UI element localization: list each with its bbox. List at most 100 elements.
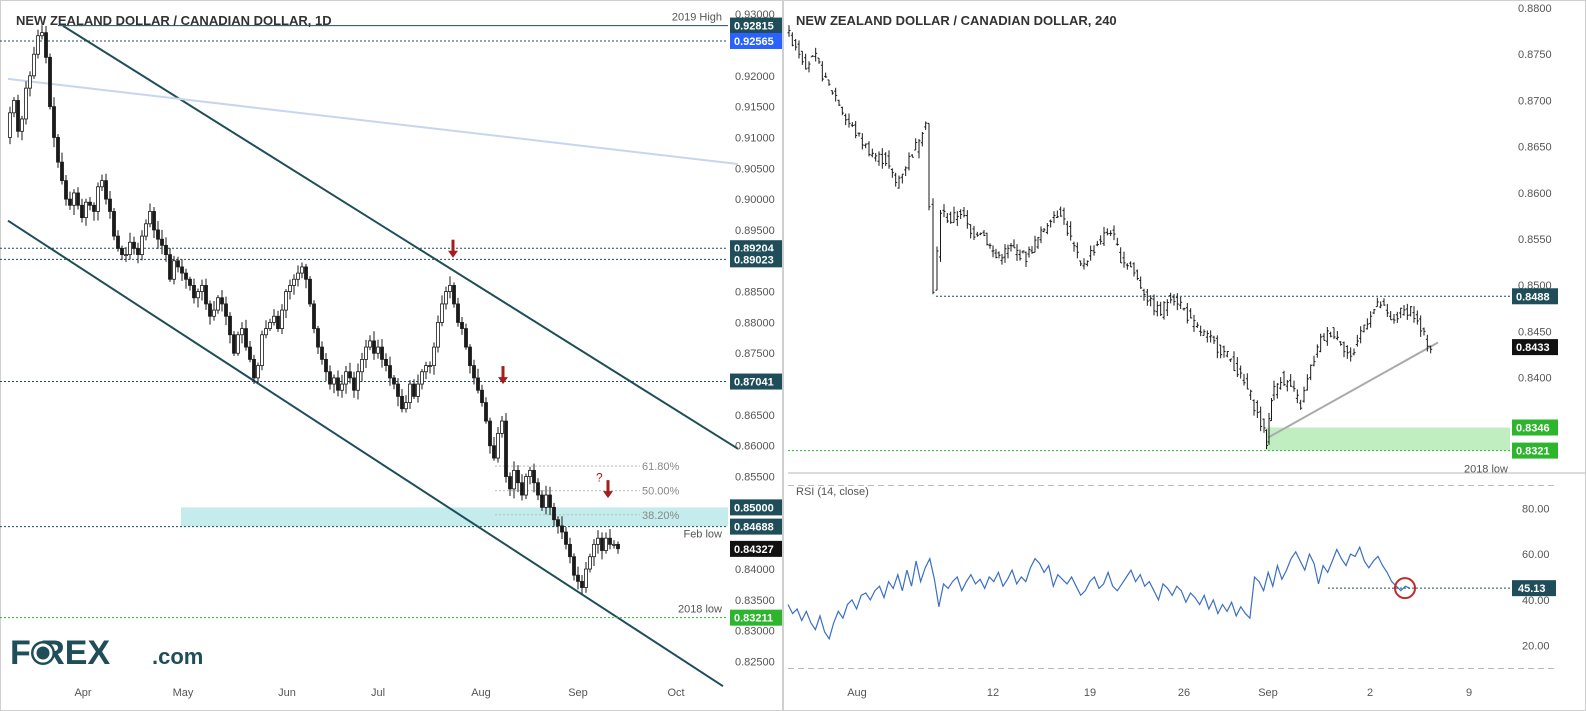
- candle: [508, 476, 512, 490]
- price-tag: [730, 32, 782, 49]
- x-tick-label: Jun: [278, 687, 296, 699]
- candle: [364, 346, 368, 360]
- x-tick-label: 19: [1084, 687, 1096, 699]
- logo-suffix: .com: [152, 644, 203, 669]
- candle: [292, 278, 296, 286]
- x-tick-label: Sep: [568, 687, 588, 699]
- x-tick-label: 9: [1466, 687, 1472, 699]
- candle: [28, 75, 32, 89]
- candle: [296, 272, 300, 280]
- candle: [160, 238, 164, 246]
- candle: [420, 371, 424, 385]
- rsi-panel[interactable]: RSI (14, close) 80.00 60.00 40.00 20.00 45.13: [787, 484, 1558, 670]
- candle: [48, 56, 52, 108]
- candle: [568, 543, 572, 558]
- candle: [596, 537, 600, 545]
- candle: [220, 297, 224, 305]
- candle: [396, 383, 400, 397]
- x-tick-label: Aug: [847, 687, 867, 699]
- rsi-title: RSI (14, close): [796, 486, 869, 498]
- candle: [476, 377, 480, 391]
- red-arrow-head: [498, 377, 508, 385]
- candle: [516, 469, 520, 484]
- candle: [284, 291, 288, 311]
- candle: [332, 377, 336, 385]
- candle: [16, 100, 20, 132]
- candle: [452, 285, 456, 305]
- candle: [276, 315, 280, 329]
- candle: [320, 346, 324, 360]
- y-tick-label: 0.82500: [735, 657, 775, 669]
- y-tick-label: 60.00: [1522, 549, 1550, 561]
- x-tick-label: Sep: [1258, 687, 1278, 699]
- candle: [304, 266, 308, 280]
- candle: [384, 359, 388, 366]
- y-tick-label: 0.8400: [1518, 373, 1552, 385]
- candle: [8, 112, 12, 138]
- candle: [216, 297, 220, 311]
- candle: [408, 383, 412, 403]
- 4h-chart-panel[interactable]: NEW ZEALAND DOLLAR / CANADIAN DOLLAR, 24…: [787, 3, 1586, 699]
- price-tag: [730, 499, 782, 516]
- candle: [224, 303, 228, 317]
- candle: [72, 192, 76, 206]
- candle: [440, 303, 444, 323]
- candle: [536, 482, 540, 496]
- price-tag-label: 0.89023: [734, 254, 774, 266]
- candle: [524, 476, 528, 496]
- chart-title: NEW ZEALAND DOLLAR / CANADIAN DOLLAR, 24…: [796, 13, 1117, 28]
- candle: [504, 420, 508, 477]
- candle: [392, 377, 396, 385]
- candle: [592, 543, 596, 558]
- candle: [480, 389, 484, 403]
- price-tag-label: 0.87041: [734, 377, 774, 389]
- price-tag-label: 0.84327: [734, 544, 774, 556]
- y-tick-label: 80.00: [1522, 503, 1550, 515]
- candle: [368, 340, 372, 348]
- green-zone: [1266, 427, 1510, 451]
- candle: [468, 346, 472, 366]
- candle: [164, 244, 168, 256]
- x-tick-label: Apr: [74, 687, 91, 699]
- price-tag-label: 0.83211: [734, 613, 773, 625]
- price-tag: [730, 609, 782, 626]
- candle: [32, 53, 36, 77]
- candle: [500, 420, 504, 434]
- price-tag: [730, 17, 782, 34]
- candle: [200, 285, 204, 292]
- x-tick-label: 26: [1178, 687, 1190, 699]
- candle: [580, 580, 584, 588]
- candle: [380, 346, 384, 360]
- candle: [300, 266, 304, 274]
- candle: [264, 328, 268, 336]
- candle: [340, 383, 344, 391]
- daily-chart-panel[interactable]: NEW ZEALAND DOLLAR / CANADIAN DOLLAR, 1D…: [0, 9, 782, 699]
- candle: [76, 192, 80, 206]
- level-note: 2019 High: [672, 12, 722, 24]
- candle: [156, 229, 160, 240]
- candle: [240, 328, 244, 336]
- candle: [460, 322, 464, 329]
- x-tick-label: May: [173, 687, 194, 699]
- candle: [388, 365, 392, 379]
- candle: [600, 537, 604, 551]
- candle: [436, 322, 440, 348]
- candle: [64, 180, 68, 200]
- candle: [244, 328, 248, 348]
- y-tick-label: 0.86000: [735, 441, 775, 453]
- price-tag: [730, 540, 782, 557]
- candle: [68, 198, 72, 206]
- price-tag-label: 0.8433: [1516, 342, 1550, 354]
- price-tag: [1512, 419, 1558, 436]
- rsi-value-label: 45.13: [1518, 583, 1546, 595]
- y-tick-label: 0.8800: [1518, 3, 1552, 15]
- candle: [228, 315, 232, 336]
- candle: [204, 285, 208, 305]
- rsi-line: [787, 545, 1411, 641]
- y-tick-label: 0.88500: [735, 287, 775, 299]
- candle: [548, 494, 552, 508]
- y-tick-label: 0.89500: [735, 225, 775, 237]
- candle: [172, 260, 176, 280]
- candle: [464, 328, 468, 348]
- y-tick-label: 0.83500: [735, 595, 775, 607]
